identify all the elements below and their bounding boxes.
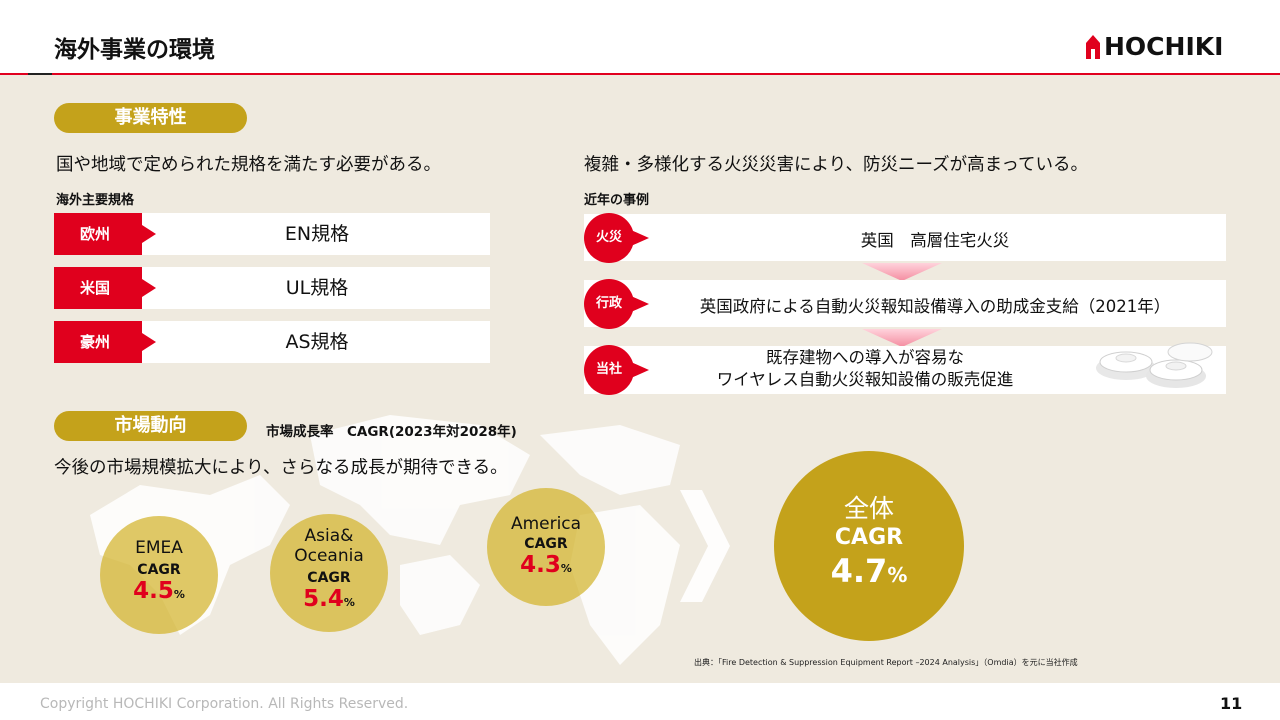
region-cagr-label: CAGR <box>137 562 181 578</box>
total-cagr-circle: 全体 CAGR 4.7% <box>774 451 964 641</box>
source-note: 出典：「Fire Detection & Suppression Equipme… <box>694 658 1078 667</box>
footer <box>0 683 1280 720</box>
standards-lead: 国や地域で定められた規格を満たす必要がある。 <box>56 155 441 175</box>
region-name: Asia& Oceania <box>270 526 388 566</box>
case-row-government: 英国政府による自動火災報知設備導入の助成金支給（2021年） <box>584 280 1226 327</box>
region-circle-asia-oceania: Asia& Oceania CAGR 5.4% <box>270 514 388 632</box>
region-cagr-label: CAGR <box>307 570 351 586</box>
page-number: 11 <box>1220 694 1243 713</box>
case-tag-fire: 火災 <box>584 213 634 263</box>
page-title: 海外事業の環境 <box>54 37 215 63</box>
case-row-fire: 英国 高層住宅火災 <box>584 214 1226 261</box>
case-arrow-icon <box>631 362 649 378</box>
region-cagr-value: 4.3 <box>520 552 561 578</box>
standard-name: AS規格 <box>285 331 349 353</box>
standards-subhead: 海外主要規格 <box>56 193 135 208</box>
case-text: 英国 高層住宅火災 <box>860 231 1010 250</box>
percent-sign: % <box>343 596 355 609</box>
case-arrow-icon <box>631 230 649 246</box>
cases-subhead: 近年の事例 <box>584 193 650 208</box>
region-name: EMEA <box>135 538 183 558</box>
standard-region-tag: 欧州 <box>54 213 142 255</box>
standard-region-tag: 豪州 <box>54 321 142 363</box>
case-text-line: 既存建物への導入が容易な <box>766 348 964 367</box>
standard-row-eu: 欧州 EN規格 <box>54 213 490 255</box>
standard-row-us: 米国 UL規格 <box>54 267 490 309</box>
standard-row-au: 豪州 AS規格 <box>54 321 490 363</box>
hochiki-logo: HOCHIKI <box>1084 34 1223 60</box>
case-arrow-icon <box>631 296 649 312</box>
region-name: America <box>510 514 582 534</box>
total-label: 全体 <box>843 494 894 523</box>
standard-name: UL規格 <box>285 277 349 299</box>
case-text: 英国政府による自動火災報知設備導入の助成金支給（2021年） <box>699 297 1171 316</box>
cagr-caption: 市場成長率 CAGR(2023年対2028年) <box>266 424 517 440</box>
tag-arrow-icon <box>142 279 156 297</box>
wireless-detector-illustration <box>1096 342 1213 388</box>
case-tag-company: 当社 <box>584 345 634 395</box>
standard-region-tag: 米国 <box>54 267 142 309</box>
percent-sign: % <box>887 563 908 587</box>
percent-sign: % <box>560 562 572 575</box>
region-cagr-value: 4.5 <box>133 578 174 604</box>
region-value: 4.3% <box>487 552 605 578</box>
header <box>0 0 1280 74</box>
region-name-line: Oceania <box>294 546 364 566</box>
total-cagr-label: CAGR <box>834 525 904 550</box>
region-value: 4.5% <box>100 578 218 604</box>
region-name-line: Asia& <box>304 526 354 546</box>
case-text-line: ワイヤレス自動火災報知設備の販売促進 <box>716 370 1014 389</box>
logo-wordmark: HOCHIKI <box>1104 32 1224 61</box>
region-value: 5.4% <box>270 586 388 612</box>
cases-lead: 複雑・多様化する火災災害により、防災ニーズが高まっている。 <box>584 155 1088 175</box>
section-pill-market: 市場動向 <box>54 411 247 441</box>
case-text: 既存建物への導入が容易な ワイヤレス自動火災報知設備の販売促進 <box>644 347 1086 391</box>
down-chevron-icon <box>862 329 942 347</box>
case-row-company: 既存建物への導入が容易な ワイヤレス自動火災報知設備の販売促進 <box>584 342 1226 394</box>
percent-sign: % <box>173 588 185 601</box>
tag-arrow-icon <box>142 225 156 243</box>
hochiki-flame-icon <box>1086 35 1100 59</box>
chevron-right-icon <box>680 490 730 602</box>
tag-arrow-icon <box>142 333 156 351</box>
market-lead: 今後の市場規模拡大により、さらなる成長が期待できる。 <box>54 458 508 478</box>
region-circle-america: America CAGR 4.3% <box>487 488 605 606</box>
down-chevron-icon <box>862 263 942 281</box>
section-pill-features: 事業特性 <box>54 103 247 133</box>
header-divider <box>0 73 1280 75</box>
total-value: 4.7% <box>774 552 964 590</box>
region-circle-emea: EMEA CAGR 4.5% <box>100 516 218 634</box>
region-cagr-label: CAGR <box>524 536 568 552</box>
header-divider-accent <box>28 73 52 75</box>
case-tag-government: 行政 <box>584 279 634 329</box>
region-cagr-value: 5.4 <box>303 586 344 612</box>
standard-name: EN規格 <box>284 223 350 245</box>
copyright: Copyright HOCHIKI Corporation. All Right… <box>40 696 409 712</box>
total-cagr-value: 4.7 <box>830 552 888 590</box>
